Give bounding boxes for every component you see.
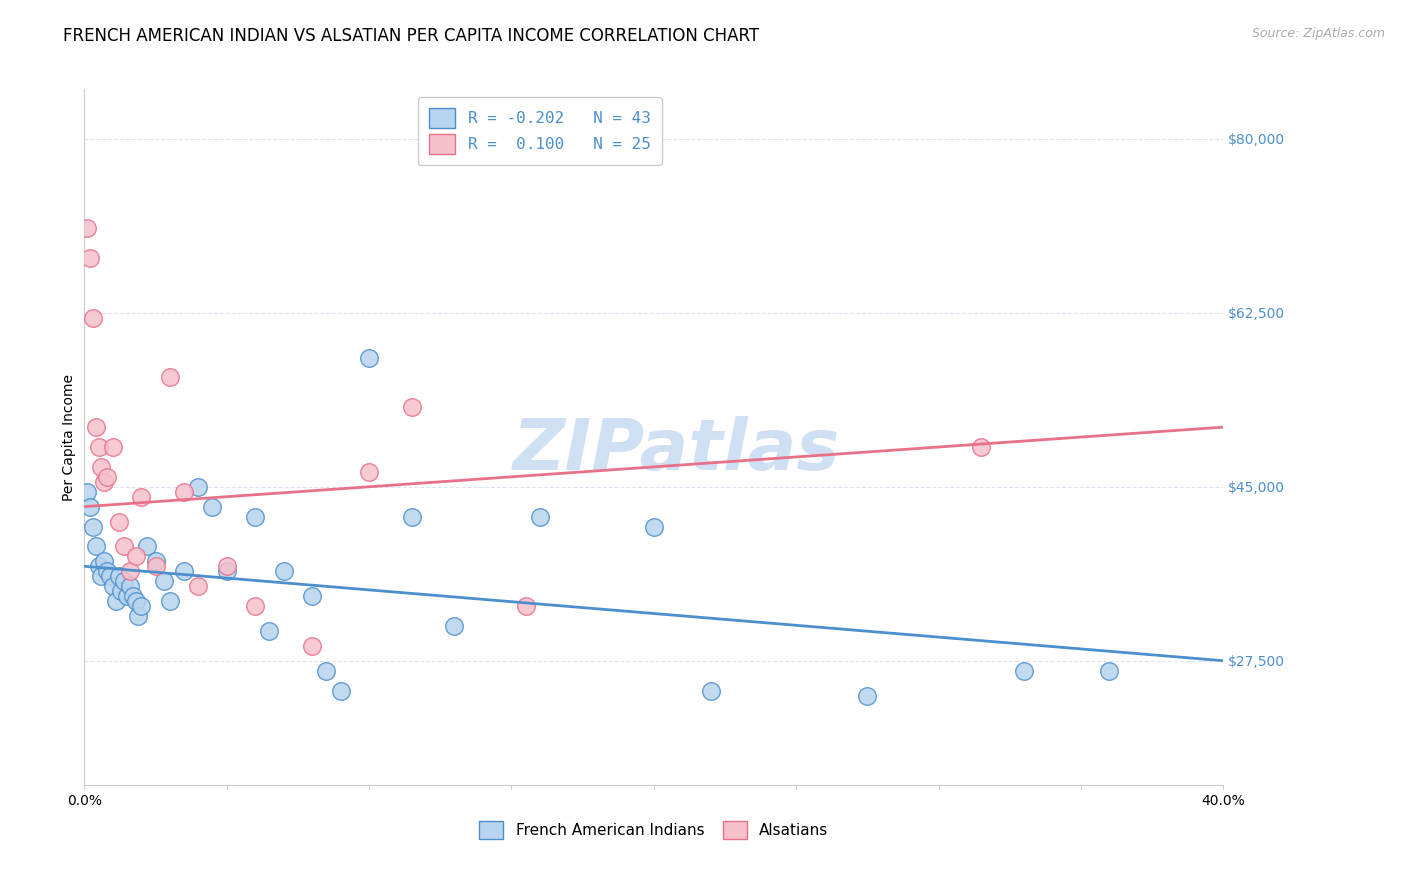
- Point: [107, 515, 129, 529]
- Point: [98, 569, 121, 583]
- Point: [443, 619, 465, 633]
- Point: [84, 540, 107, 554]
- Point: [643, 519, 665, 533]
- Point: [79, 500, 101, 514]
- Point: [101, 440, 124, 454]
- Legend: French American Indians, Alsatians: French American Indians, Alsatians: [471, 813, 837, 847]
- Point: [301, 639, 323, 653]
- Text: Source: ZipAtlas.com: Source: ZipAtlas.com: [1251, 27, 1385, 40]
- Point: [173, 564, 195, 578]
- Point: [215, 559, 238, 574]
- Text: ZIPatlas: ZIPatlas: [513, 417, 841, 485]
- Point: [131, 599, 153, 613]
- Point: [131, 490, 153, 504]
- Point: [121, 589, 143, 603]
- Point: [84, 420, 107, 434]
- Point: [856, 689, 879, 703]
- Point: [359, 351, 381, 365]
- Point: [401, 401, 423, 415]
- Point: [173, 484, 195, 499]
- Point: [124, 594, 146, 608]
- Point: [273, 564, 295, 578]
- Point: [970, 440, 993, 454]
- Point: [87, 559, 110, 574]
- Point: [110, 584, 132, 599]
- Point: [187, 579, 209, 593]
- Point: [124, 549, 146, 564]
- Point: [115, 589, 138, 603]
- Point: [107, 569, 129, 583]
- Point: [96, 470, 118, 484]
- Point: [118, 564, 141, 578]
- Point: [104, 594, 127, 608]
- Point: [118, 579, 141, 593]
- Y-axis label: Per Capita Income: Per Capita Income: [62, 374, 76, 500]
- Point: [515, 599, 537, 613]
- Point: [79, 251, 101, 265]
- Point: [82, 519, 104, 533]
- Point: [159, 594, 181, 608]
- Point: [112, 540, 135, 554]
- Point: [159, 370, 181, 384]
- Point: [245, 509, 267, 524]
- Point: [136, 540, 159, 554]
- Point: [259, 624, 281, 638]
- Point: [87, 440, 110, 454]
- Point: [145, 559, 167, 574]
- Point: [245, 599, 267, 613]
- Point: [1098, 664, 1121, 678]
- Point: [700, 683, 723, 698]
- Point: [153, 574, 176, 589]
- Point: [96, 564, 118, 578]
- Point: [76, 484, 98, 499]
- Point: [359, 465, 381, 479]
- Point: [90, 459, 112, 474]
- Point: [329, 683, 352, 698]
- Point: [93, 475, 115, 489]
- Point: [301, 589, 323, 603]
- Point: [112, 574, 135, 589]
- Point: [82, 310, 104, 325]
- Point: [201, 500, 224, 514]
- Point: [90, 569, 112, 583]
- Point: [529, 509, 551, 524]
- Point: [401, 509, 423, 524]
- Point: [187, 480, 209, 494]
- Text: FRENCH AMERICAN INDIAN VS ALSATIAN PER CAPITA INCOME CORRELATION CHART: FRENCH AMERICAN INDIAN VS ALSATIAN PER C…: [63, 27, 759, 45]
- Point: [127, 609, 149, 624]
- Point: [145, 554, 167, 568]
- Point: [93, 554, 115, 568]
- Point: [315, 664, 337, 678]
- Point: [1012, 664, 1035, 678]
- Point: [76, 221, 98, 235]
- Point: [101, 579, 124, 593]
- Point: [215, 564, 238, 578]
